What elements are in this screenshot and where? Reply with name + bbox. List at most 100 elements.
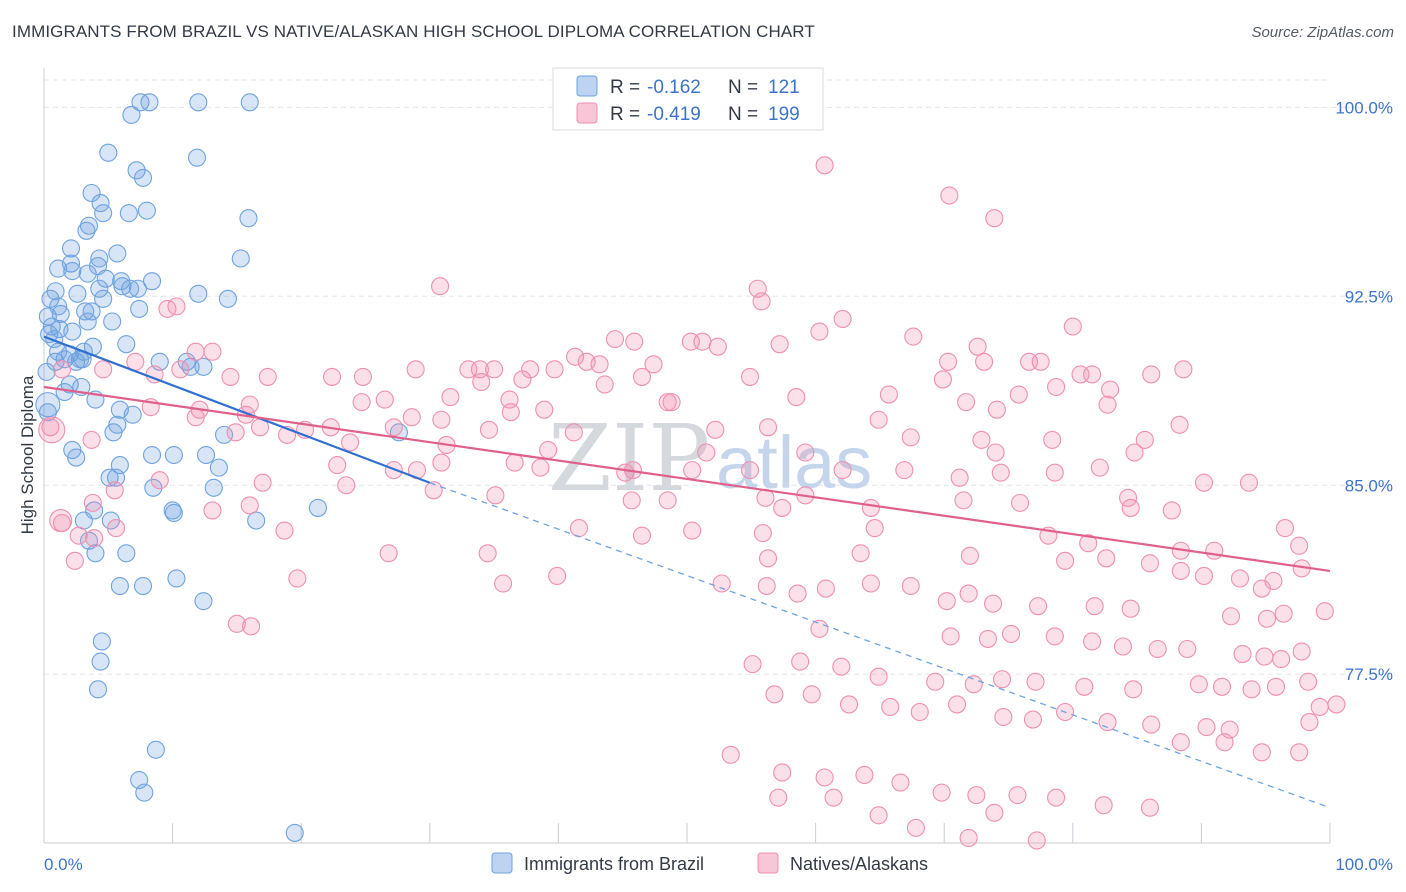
point-natives [353, 367, 372, 386]
point-natives [150, 471, 169, 490]
point-natives [658, 491, 677, 510]
point-natives [384, 418, 403, 437]
point-natives [485, 360, 504, 379]
point-natives [855, 765, 874, 785]
point-brazil [91, 652, 110, 671]
point-natives [879, 385, 898, 404]
point-natives [904, 327, 923, 346]
point-natives [743, 655, 762, 674]
point-brazil [96, 269, 115, 288]
point-brazil [144, 478, 163, 497]
y-tick-label: 100.0% [1335, 98, 1393, 117]
legend-n-value-2: 199 [768, 104, 800, 125]
point-brazil [38, 307, 57, 326]
point-brazil [128, 279, 147, 298]
point-natives [869, 410, 888, 429]
point-brazil [196, 445, 216, 465]
point-natives [1056, 551, 1075, 570]
point-brazil [247, 511, 266, 530]
watermark-zip: ZIP [548, 405, 710, 512]
point-brazil [285, 823, 304, 842]
point-natives [984, 594, 1003, 613]
point-natives [41, 418, 60, 437]
point-brazil [78, 312, 97, 331]
point-natives [948, 695, 967, 714]
point-brazil [94, 204, 113, 223]
point-natives [816, 579, 835, 598]
series-legend-label-natives: Natives/Alaskans [790, 854, 928, 874]
point-brazil [218, 289, 237, 308]
point-natives [632, 526, 652, 545]
point-natives [564, 423, 583, 442]
point-natives [1142, 715, 1161, 734]
legend-swatch-blue [576, 75, 598, 97]
point-natives [337, 476, 356, 495]
point-natives [328, 456, 347, 475]
axes [43, 68, 1331, 844]
point-natives [1272, 650, 1291, 669]
point-natives [753, 524, 772, 543]
point-natives [658, 393, 677, 412]
point-natives [85, 529, 104, 548]
point-natives [105, 481, 124, 500]
point-brazil [117, 544, 136, 563]
point-brazil [121, 279, 140, 298]
point-natives [810, 619, 829, 638]
point-natives [513, 370, 532, 389]
trend-lines [43, 335, 1331, 809]
point-natives [494, 574, 513, 593]
point-natives [1239, 473, 1259, 492]
point-natives [158, 299, 177, 318]
point-brazil [67, 448, 86, 467]
point-natives [791, 652, 810, 671]
point-natives [535, 400, 554, 419]
point-natives [1300, 713, 1319, 732]
point-brazil [164, 503, 183, 523]
point-natives [967, 786, 986, 805]
point-brazil [40, 325, 59, 344]
point-brazil [127, 161, 146, 180]
point-natives [472, 372, 491, 392]
legend-r-label-1: R = [610, 77, 640, 98]
point-natives [431, 277, 450, 296]
point-natives [65, 551, 84, 570]
point-natives [1315, 602, 1334, 621]
point-brazil [49, 259, 68, 278]
series-legend: Immigrants from Brazil Natives/Alaskans [491, 852, 928, 874]
point-natives [712, 574, 731, 593]
point-natives [1197, 718, 1216, 737]
point-brazil [55, 382, 74, 402]
point-natives [479, 420, 499, 439]
point-natives [993, 670, 1012, 689]
point-natives [706, 420, 725, 439]
point-natives [1047, 788, 1066, 807]
point-natives [569, 519, 589, 538]
point-natives [1027, 831, 1046, 850]
point-natives [941, 627, 960, 646]
point-natives [891, 773, 910, 792]
point-natives [881, 697, 900, 717]
point-natives [1079, 534, 1098, 553]
point-natives [959, 828, 978, 848]
point-natives [1140, 798, 1160, 817]
point-natives [1162, 501, 1181, 520]
point-brazil [135, 783, 154, 802]
point-brazil [117, 335, 136, 354]
point-brazil [77, 221, 96, 240]
point-brazil [78, 264, 97, 283]
point-natives [1290, 743, 1309, 762]
point-brazil [123, 405, 142, 424]
point-natives [632, 367, 652, 386]
point-natives [203, 342, 222, 361]
point-natives [957, 393, 976, 412]
point-natives [521, 360, 540, 379]
point-natives [740, 367, 760, 386]
point-natives [1101, 380, 1120, 399]
point-natives [1125, 443, 1144, 462]
point-natives [1008, 786, 1027, 805]
point-brazil [240, 93, 259, 112]
point-brazil [122, 105, 141, 124]
point-natives [987, 400, 1006, 419]
point-brazil [68, 284, 87, 303]
legend-r-value-1: -0.162 [647, 77, 701, 98]
